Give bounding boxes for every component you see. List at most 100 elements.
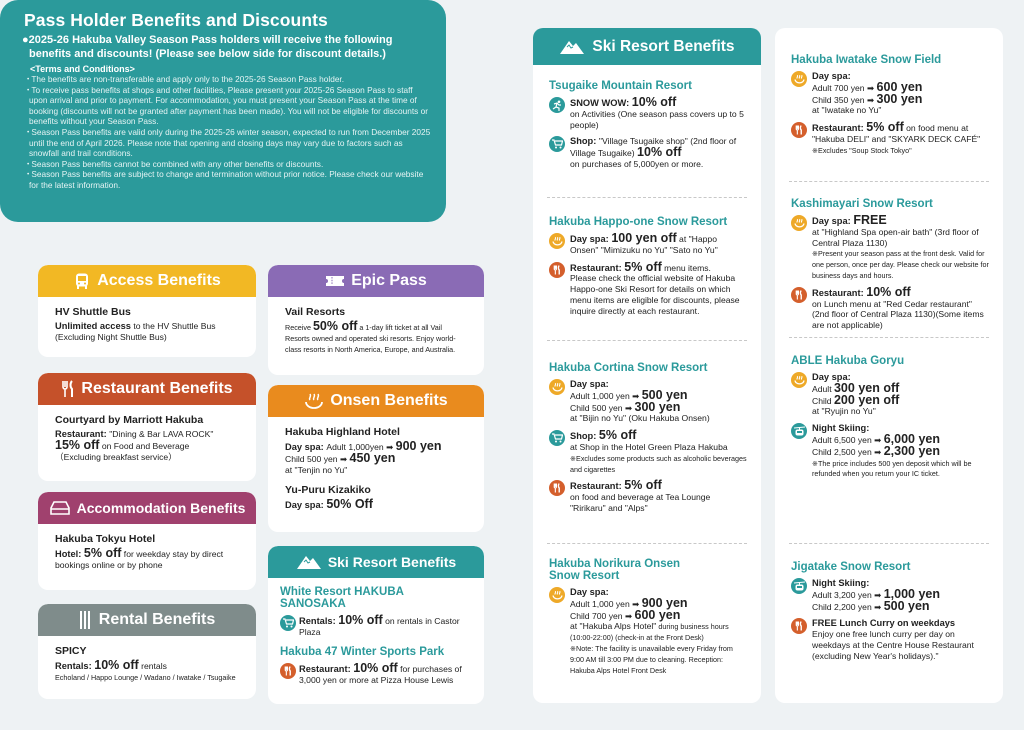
text-segment: on rentals in Castor Plaza — [299, 616, 460, 637]
mountain-icon — [559, 39, 585, 55]
text-line: Child 700 yen ➡ 600 yen — [570, 607, 747, 622]
text-line: Adult 1,000 yen ➡ 500 yen — [570, 389, 747, 402]
resort-section: Hakuba Norikura Onsen Snow Resort Day spa… — [549, 558, 747, 681]
divider — [789, 543, 989, 544]
benefit-entry: HV Shuttle Bus Unlimited access to the HV… — [55, 306, 240, 343]
discount-highlight: 100 yen off — [611, 231, 677, 245]
benefit-item: Restaurant: 5% off on food and beverage a… — [549, 479, 747, 513]
text-line: Echoland / Happo Lounge / Wadano / Iwata… — [55, 672, 240, 683]
text-line: Shop: 5% off — [570, 428, 747, 443]
runner-icon — [549, 97, 565, 113]
onsen-icon — [304, 392, 324, 410]
benefit-item: Night Skiing: Adult 6,500 yen ➡ 6,000 yen… — [791, 423, 989, 479]
discount-highlight: 5% off — [598, 428, 637, 443]
text-segment: at "Iwatake no Yu" — [812, 105, 882, 116]
text-line: at "Ryujin no Yu" — [812, 406, 989, 417]
text-line: Restaurant: 5% off menu items. — [570, 260, 747, 274]
text-line: Day spa: 100 yen off at "Happo Onsen" "M… — [570, 231, 747, 256]
discount-highlight: 900 yen — [395, 439, 442, 453]
text-line: Child 500 yen ➡ 450 yen — [285, 452, 468, 465]
benefit-item: Restaurant: 5% off menu items. Please che… — [549, 260, 747, 317]
text-segment: Day spa: — [570, 234, 612, 244]
text-line: FREE Lunch Curry on weekdays — [812, 618, 989, 629]
text-line: (Excluding Night Shuttle Bus) — [55, 332, 240, 343]
text-line: Adult 300 yen off — [812, 380, 989, 395]
card-body: Hakuba Highland Hotel Day spa: Adult 1,00… — [268, 417, 484, 525]
text-segment: rentals — [138, 661, 167, 671]
resort-name: Kashimayari Snow Resort — [791, 198, 933, 210]
rental-benefits-card: Rental Benefits SPICY Rentals: 10% off ren… — [38, 604, 256, 699]
text-line: on purchases of 5,000yen or more. — [570, 159, 747, 170]
resort-section: Hakuba Iwatake Snow Field Day spa: Adult 7… — [791, 54, 989, 162]
terms-item: Season Pass benefits cannot be combined … — [22, 159, 432, 170]
fork-knife-icon — [61, 380, 75, 398]
pass-holder-benefits-panel: Pass Holder Benefits and Discounts ●2025… — [0, 0, 446, 222]
text-segment: ※Present your season pass at the front d… — [812, 249, 989, 280]
card-title: Accommodation Benefits — [76, 500, 246, 516]
text-segment: Day spa: — [812, 216, 854, 226]
text-line: Rentals: 10% off rentals — [55, 659, 240, 672]
benefit-item: Day spa: 100 yen off at "Happo Onsen" "M… — [549, 231, 747, 256]
resort-name: Hakuba Happo-one Snow Resort — [549, 216, 728, 228]
terms-heading: <Terms and Conditions> — [30, 64, 135, 74]
discount-highlight: 10% off — [353, 661, 398, 675]
text-line: Unlimited access to the HV Shuttle Bus — [55, 321, 240, 332]
onsen-card-header: Onsen Benefits — [268, 385, 484, 417]
text-line: ※The price includes 500 yen deposit whic… — [812, 458, 989, 480]
benefit-entry: Courtyard by Marriott Hakuba Restaurant: … — [55, 414, 240, 463]
cart-icon — [549, 430, 565, 447]
onsen-benefits-card: Onsen Benefits Hakuba Highland Hotel Day s… — [268, 385, 484, 532]
ski-resort-column-1: Ski Resort Benefits Tsugaike Mountain Res… — [533, 28, 761, 703]
text-line: Receive 50% off a 1-day lift ticket at a… — [285, 320, 468, 355]
fork-knife-icon — [791, 286, 807, 303]
terms-item: To receive pass benefits at shops and ot… — [22, 85, 432, 127]
access-card-header: Access Benefits — [38, 265, 256, 297]
venue-name: Yu-Puru Kizakiko — [285, 484, 371, 496]
text-segment: Adult 1,000 yen ➡ — [570, 390, 642, 401]
resort-name: Hakuba Cortina Snow Resort — [549, 362, 708, 374]
resort-section: Jigatake Snow Resort Night Skiing: Adult 3… — [791, 561, 989, 668]
bus-icon — [73, 272, 91, 290]
text-segment: Day spa: — [812, 372, 851, 382]
discount-highlight: 300 yen off — [833, 380, 900, 395]
text-line: Restaurant: 5% off on food menu at "Haku… — [812, 121, 989, 145]
bed-icon — [49, 500, 71, 516]
text-line: Day spa: 50% Off — [285, 498, 468, 511]
text-segment: Adult 1,000 yen ➡ — [570, 598, 642, 609]
text-segment: at "Bijin no Yu" (Oku Hakuba Onsen) — [570, 413, 710, 424]
text-segment: ※Excludes some products such as alcoholi… — [570, 453, 747, 474]
discount-highlight: 10% off — [338, 613, 383, 627]
text-line: Restaurant: 10% off for purchases of 3,0… — [299, 661, 472, 686]
text-segment: ※Excludes "Soup Stock Tokyo" — [812, 145, 912, 155]
lead-text: ●2025-26 Hakuba Valley Season Pass holde… — [22, 34, 393, 60]
resort-section: Kashimayari Snow Resort Day spa: FREE at "… — [791, 198, 989, 337]
text-line: Night Skiing: — [812, 423, 989, 434]
discount-highlight: 5% off — [83, 546, 122, 560]
venue-name: Hakuba Tokyu Hotel — [55, 533, 156, 545]
ski-benefits-card: Ski Resort Benefits White Resort HAKUBA S… — [268, 546, 484, 704]
text-segment: Day spa: — [285, 500, 327, 510]
venue-name: SPICY — [55, 645, 87, 657]
benefit-item: Rentals: 10% off on rentals in Castor Pl… — [280, 613, 472, 638]
text-line: Adult 700 yen ➡ 600 yen — [812, 81, 989, 94]
text-line: Child 500 yen ➡ 300 yen — [570, 400, 747, 414]
accommodation-card-header: Accommodation Benefits — [38, 492, 256, 524]
discount-highlight: 600 yen — [634, 607, 681, 622]
text-segment: Adult — [812, 383, 834, 394]
epic-card-header: Epic Pass — [268, 265, 484, 297]
cart-icon — [280, 615, 296, 631]
text-segment: for weekday stay by direct bookings onli… — [55, 549, 224, 570]
benefit-item: Day spa: Adult 1,000 yen ➡ 500 yen Child 5… — [549, 379, 747, 424]
text-segment: Child 2,500 yen ➡ — [812, 446, 884, 457]
text-segment: Night Skiing: — [812, 423, 870, 434]
text-segment: Shop: — [570, 136, 599, 147]
ski-resort-column-2: Hakuba Iwatake Snow Field Day spa: Adult 7… — [775, 28, 1003, 703]
text-segment: Restaurant: — [299, 664, 354, 674]
text-line: Night Skiing: — [812, 578, 989, 589]
restaurant-card-header: Restaurant Benefits — [38, 373, 256, 405]
page-title: Pass Holder Benefits and Discounts — [24, 10, 328, 30]
card-title: Ski Resort Benefits — [327, 554, 457, 570]
text-segment: on Activities (One season pass covers up… — [570, 108, 744, 130]
onsen-icon — [791, 215, 807, 231]
benefit-item: Shop: 5% off at Shop in the Hotel Green P… — [549, 428, 747, 474]
